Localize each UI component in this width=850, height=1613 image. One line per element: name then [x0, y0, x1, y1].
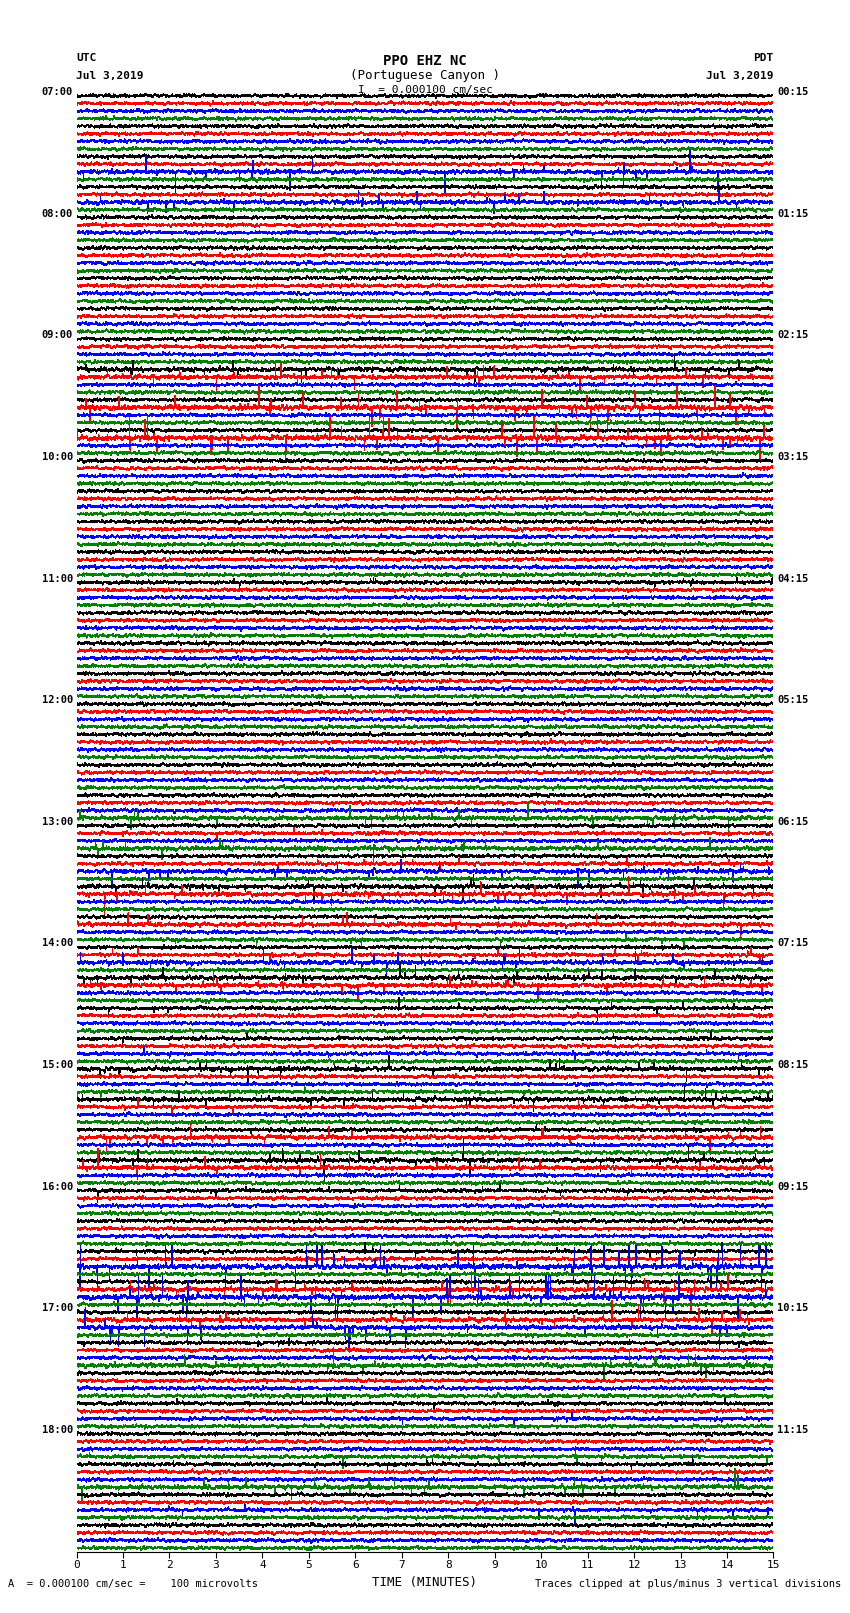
Text: UTC: UTC — [76, 53, 97, 63]
Text: 14:00: 14:00 — [42, 939, 73, 948]
Text: 15:00: 15:00 — [42, 1060, 73, 1069]
Text: 04:15: 04:15 — [777, 574, 808, 584]
Text: 11:00: 11:00 — [42, 574, 73, 584]
Text: Jul 3,2019: Jul 3,2019 — [706, 71, 774, 81]
Text: Jul 3,2019: Jul 3,2019 — [76, 71, 144, 81]
Text: A  = 0.000100 cm/sec =    100 microvolts: A = 0.000100 cm/sec = 100 microvolts — [8, 1579, 258, 1589]
Text: PPO EHZ NC: PPO EHZ NC — [383, 55, 467, 68]
Text: 05:15: 05:15 — [777, 695, 808, 705]
Text: 09:00: 09:00 — [42, 331, 73, 340]
Text: 03:15: 03:15 — [777, 452, 808, 461]
Text: PDT: PDT — [753, 53, 774, 63]
Text: I  = 0.000100 cm/sec: I = 0.000100 cm/sec — [358, 85, 492, 95]
Text: 07:00: 07:00 — [42, 87, 73, 97]
Text: 09:15: 09:15 — [777, 1182, 808, 1192]
Text: 17:00: 17:00 — [42, 1303, 73, 1313]
Text: 00:15: 00:15 — [777, 87, 808, 97]
Text: 07:15: 07:15 — [777, 939, 808, 948]
Text: 10:15: 10:15 — [777, 1303, 808, 1313]
Text: 02:15: 02:15 — [777, 331, 808, 340]
Text: 01:15: 01:15 — [777, 208, 808, 219]
Text: Traces clipped at plus/minus 3 vertical divisions: Traces clipped at plus/minus 3 vertical … — [536, 1579, 842, 1589]
Text: 08:00: 08:00 — [42, 208, 73, 219]
Text: 18:00: 18:00 — [42, 1424, 73, 1436]
Text: 16:00: 16:00 — [42, 1182, 73, 1192]
Text: (Portuguese Canyon ): (Portuguese Canyon ) — [350, 69, 500, 82]
X-axis label: TIME (MINUTES): TIME (MINUTES) — [372, 1576, 478, 1589]
Text: 13:00: 13:00 — [42, 816, 73, 827]
Text: 11:15: 11:15 — [777, 1424, 808, 1436]
Text: 08:15: 08:15 — [777, 1060, 808, 1069]
Text: 10:00: 10:00 — [42, 452, 73, 461]
Text: 06:15: 06:15 — [777, 816, 808, 827]
Text: 12:00: 12:00 — [42, 695, 73, 705]
